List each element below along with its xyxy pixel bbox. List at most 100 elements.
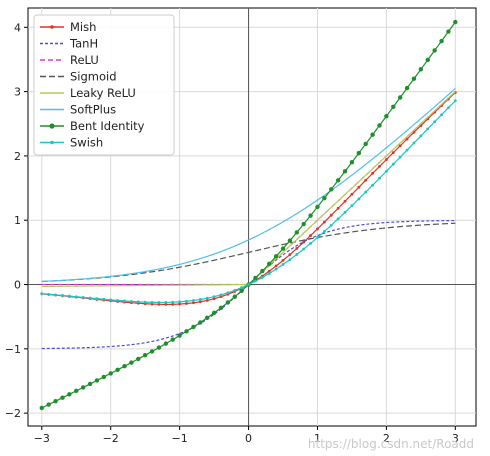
legend-item: Sigmoid [40, 70, 117, 84]
series-marker [301, 221, 306, 227]
y-tick-label: 2 [14, 150, 21, 163]
series-marker [412, 141, 416, 145]
series-marker [178, 300, 182, 304]
series-marker [302, 247, 306, 251]
series-marker [350, 192, 354, 196]
series-marker [185, 302, 188, 305]
x-tick-label: 0 [245, 432, 252, 445]
series-marker [267, 272, 271, 275]
series-marker [95, 297, 99, 301]
series-marker [142, 352, 148, 358]
y-tick-label: −1 [5, 343, 21, 356]
series-marker [149, 349, 155, 354]
y-tick-label: 4 [14, 21, 21, 34]
series-marker [219, 293, 223, 297]
series-marker [101, 374, 107, 380]
series-marker [398, 144, 402, 148]
series-marker [440, 113, 443, 117]
series-marker [371, 183, 375, 187]
series-marker [67, 392, 72, 397]
series-marker [453, 99, 457, 103]
series-marker [54, 293, 57, 297]
series-marker [294, 230, 299, 235]
series-marker [74, 295, 78, 299]
series-marker [363, 141, 368, 147]
series-marker [123, 299, 126, 303]
series-marker [198, 298, 202, 301]
series-marker [122, 364, 127, 369]
y-axis-ticks: −2 −1 0 1 2 3 4 [5, 21, 28, 420]
series-marker [164, 302, 168, 306]
series-marker [288, 253, 292, 256]
legend-marker [50, 140, 54, 145]
series-marker [336, 206, 340, 210]
series-marker [391, 162, 395, 166]
series-swish [40, 99, 457, 304]
series-marker [405, 137, 409, 141]
series-marker [184, 329, 189, 334]
series-marker [192, 301, 195, 305]
series-marker [426, 127, 430, 131]
series-marker [129, 300, 133, 303]
series-marker [108, 371, 113, 376]
series-marker [364, 190, 368, 194]
series-marker [273, 254, 279, 259]
legend-label: ReLU [70, 53, 99, 67]
legend-item: TanH [40, 37, 98, 51]
series-marker [260, 276, 264, 279]
series-marker [61, 294, 64, 297]
watermark-text: https://blog.csdn.net/Roadd [308, 437, 474, 451]
series-marker [453, 19, 458, 25]
series-marker [418, 67, 424, 72]
series-marker [267, 261, 272, 267]
series-marker [405, 148, 409, 152]
series-marker [211, 310, 217, 316]
series-marker [350, 204, 354, 208]
y-tick-label: 0 [14, 279, 21, 292]
series-marker [164, 300, 168, 304]
series-marker [39, 405, 44, 411]
x-tick-label: −1 [172, 432, 188, 445]
series-marker [322, 220, 326, 224]
series-marker [171, 300, 175, 304]
series-marker [370, 132, 375, 137]
series-marker [178, 302, 182, 306]
series-marker [46, 402, 51, 407]
x-tick-label: 2 [383, 432, 390, 445]
legend-item: Leaky ReLU [40, 86, 136, 100]
series-marker [378, 165, 381, 168]
series-marker [377, 123, 382, 128]
series-marker [419, 134, 423, 138]
series-line-tanh [41, 219, 456, 350]
x-tick-label: 3 [452, 432, 459, 445]
legend: Mish TanH ReLU Sigmoid Leaky ReLU SoftPlus Ben… [33, 14, 175, 156]
series-marker [343, 210, 347, 214]
series-sigmoid [41, 222, 456, 283]
legend-item: Mish [40, 20, 96, 34]
legend-item: SoftPlus [40, 103, 116, 117]
series-marker [67, 294, 71, 298]
series-marker [357, 185, 361, 189]
series-marker [115, 367, 120, 373]
series-marker [288, 258, 292, 262]
series-marker [218, 305, 224, 310]
series-marker [432, 48, 437, 53]
series-marker [240, 286, 244, 289]
series-marker [295, 247, 299, 250]
legend-label: Sigmoid [70, 70, 117, 84]
series-marker [40, 292, 44, 296]
series-marker [60, 395, 65, 400]
legend-item: ReLU [40, 53, 99, 67]
legend-label: Leaky ReLU [70, 86, 136, 100]
series-marker [391, 104, 396, 110]
series-marker [247, 283, 250, 286]
legend-item: Bent Identity [40, 119, 145, 133]
series-marker [439, 38, 444, 44]
series-marker [356, 150, 362, 156]
series-marker [198, 320, 203, 325]
legend-marker [50, 25, 54, 29]
series-line-sigmoid [41, 222, 456, 283]
series-marker [309, 234, 312, 237]
series-marker [205, 296, 209, 300]
series-marker [254, 279, 257, 283]
